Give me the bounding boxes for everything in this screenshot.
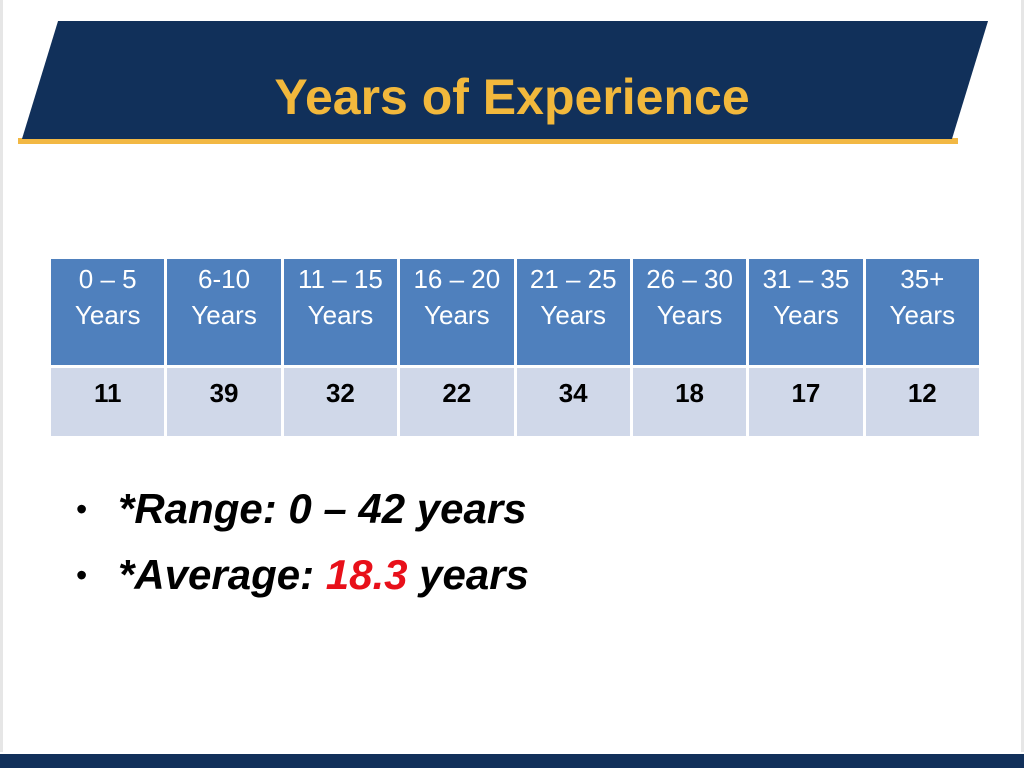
header-cell-35-plus: 35+ Years [865, 259, 979, 365]
header-range: 16 – 20 [413, 264, 501, 294]
bullet-list: • *Range: 0 – 42 years • *Average: 18.3 … [70, 476, 529, 608]
header-cell-26-30: 26 – 30 Years [632, 259, 747, 365]
header-unit: Years [191, 300, 257, 330]
header-cell-6-10: 6-10 Years [167, 259, 281, 365]
footer-bar [0, 754, 1024, 768]
header-range: 31 – 35 [762, 264, 850, 294]
value-cell: 32 [283, 368, 398, 436]
value-cell: 12 [865, 368, 979, 436]
right-border [1021, 0, 1024, 752]
header-range: 35+ [900, 264, 945, 294]
table-row: 11 39 32 22 34 18 17 12 [51, 368, 979, 436]
value-cell: 17 [749, 368, 863, 436]
experience-table: 0 – 5 Years 6-10 Years 11 – 15 Years 16 – 2… [48, 256, 982, 439]
header-unit: Years [540, 300, 606, 330]
header-unit: Years [889, 300, 956, 330]
header-cell-11-15: 11 – 15 Years [283, 259, 398, 365]
left-border [0, 0, 3, 752]
slide-title: Years of Experience [274, 69, 750, 125]
average-unit: years [407, 551, 529, 598]
average-label: *Average: [118, 551, 326, 598]
value-cell: 22 [400, 368, 514, 436]
table-header-row: 0 – 5 Years 6-10 Years 11 – 15 Years 16 – 2… [51, 259, 979, 365]
header-unit: Years [307, 300, 374, 330]
value-cell: 11 [51, 368, 165, 436]
header-unit: Years [74, 300, 141, 330]
header-unit: Years [656, 300, 723, 330]
header-range: 21 – 25 [529, 264, 617, 294]
range-text: *Range: 0 – 42 years [118, 485, 527, 532]
experience-table-container: 0 – 5 Years 6-10 Years 11 – 15 Years 16 – 2… [51, 259, 985, 436]
header-range: 26 – 30 [646, 264, 733, 294]
title-banner-underline [18, 138, 958, 144]
average-value: 18.3 [325, 551, 408, 598]
header-cell-0-5: 0 – 5 Years [51, 259, 165, 365]
average-bullet: • *Average: 18.3 years [70, 542, 529, 608]
bullet-marker: • [76, 491, 88, 527]
value-cell: 18 [632, 368, 747, 436]
value-cell: 39 [167, 368, 281, 436]
bullet-marker: • [76, 557, 88, 593]
header-unit: Years [773, 300, 839, 330]
header-cell-16-20: 16 – 20 Years [400, 259, 514, 365]
header-cell-21-25: 21 – 25 Years [516, 259, 630, 365]
header-range: 6-10 [198, 264, 251, 294]
header-unit: Years [424, 300, 490, 330]
header-range: 11 – 15 [298, 264, 383, 294]
header-range: 0 – 5 [78, 264, 137, 294]
range-bullet: • *Range: 0 – 42 years [70, 476, 529, 542]
header-cell-31-35: 31 – 35 Years [749, 259, 863, 365]
value-cell: 34 [516, 368, 630, 436]
